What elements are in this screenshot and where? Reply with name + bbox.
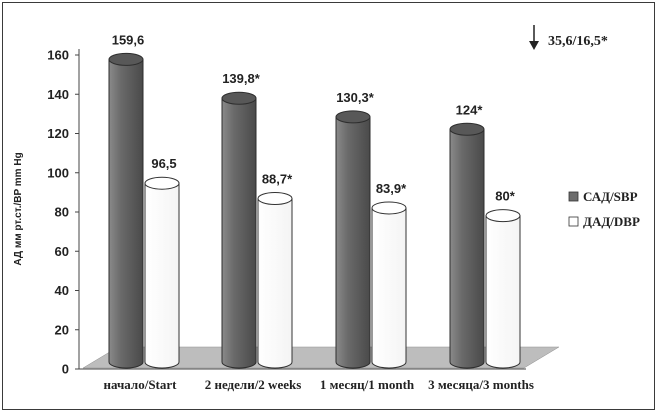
bar-body xyxy=(449,128,485,369)
legend-label-dbp: ДАД/DBP xyxy=(583,214,640,229)
bars-group: 159,6 96,5 139,8* 88,7* 130,3* 83,9* 124* 80* xyxy=(108,32,521,369)
y-tick-label: 40 xyxy=(55,283,69,298)
data-label-dbp: 88,7* xyxy=(262,172,293,187)
x-tick-label-1-month: 1 месяц/1 month xyxy=(320,377,415,392)
data-label-sbp: 139,8* xyxy=(222,71,261,86)
data-label-dbp: 96,5 xyxy=(151,156,176,171)
data-label-sbp: 124* xyxy=(456,102,484,117)
y-tick-label: 120 xyxy=(47,126,69,141)
down-arrow-icon xyxy=(529,25,539,50)
x-tick-label-2-weeks: 2 недели/2 weeks xyxy=(205,377,302,392)
bar-body xyxy=(257,198,293,369)
bar-top xyxy=(257,192,293,206)
bar-body xyxy=(221,97,257,369)
y-tick-label: 0 xyxy=(62,362,69,377)
change-annotation-text: 35,6/16,5* xyxy=(548,34,608,49)
legend-swatch-sbp xyxy=(568,191,579,202)
change-annotation: 35,6/16,5* xyxy=(529,25,608,50)
y-tick-label: 80 xyxy=(55,205,69,220)
bar-top xyxy=(108,52,144,66)
y-tick-label: 160 xyxy=(47,48,69,63)
y-tick-label: 20 xyxy=(55,322,69,337)
bar-sbp: 124* xyxy=(449,102,485,369)
bar-body xyxy=(108,58,144,369)
bar-body xyxy=(371,207,407,369)
bar-top xyxy=(371,201,407,215)
legend-swatch-dbp xyxy=(568,216,579,227)
bar-body xyxy=(144,182,180,369)
bar-body xyxy=(485,215,521,369)
y-axis-label: АД мм рт.ст./BP mm Hg xyxy=(13,152,24,265)
data-label-sbp: 130,3* xyxy=(336,90,375,105)
y-axis-ticks: 0 20 40 60 80 100 120 140 160 xyxy=(47,48,79,377)
y-tick-label: 140 xyxy=(47,87,69,102)
x-tick-label-start: начало/Start xyxy=(104,377,178,392)
legend: САД/SBP ДАД/DBP xyxy=(568,189,640,229)
bar-top xyxy=(221,91,257,105)
x-axis-labels: начало/Start 2 недели/2 weeks 1 месяц/1 … xyxy=(104,377,534,392)
bar-sbp: 159,6 xyxy=(108,32,145,369)
bar-dbp: 83,9* xyxy=(371,181,407,369)
y-tick-label: 100 xyxy=(47,165,69,180)
bar-sbp: 130,3* xyxy=(335,90,375,369)
bar-dbp: 88,7* xyxy=(257,172,293,369)
x-tick-label-3-months: 3 месяца/3 months xyxy=(428,377,534,392)
bar-top xyxy=(449,122,485,136)
data-label-dbp: 83,9* xyxy=(376,181,407,196)
bar-top xyxy=(335,110,371,124)
legend-label-sbp: САД/SBP xyxy=(583,189,638,204)
bar-top xyxy=(144,176,180,190)
bar-body xyxy=(335,116,371,369)
chart-floor xyxy=(82,346,560,369)
bar-dbp: 96,5 xyxy=(144,156,180,369)
bar-top xyxy=(485,209,521,223)
data-label-sbp: 159,6 xyxy=(112,32,145,47)
bar-dbp: 80* xyxy=(485,189,521,369)
chart-frame: 0 20 40 60 80 100 120 140 160 АД мм рт.ст./BP mm… xyxy=(2,2,655,410)
bar-sbp: 139,8* xyxy=(221,71,261,369)
data-label-dbp: 80* xyxy=(495,189,515,204)
y-tick-label: 60 xyxy=(55,244,69,259)
bar-chart: 0 20 40 60 80 100 120 140 160 АД мм рт.ст./BP mm… xyxy=(13,25,640,392)
